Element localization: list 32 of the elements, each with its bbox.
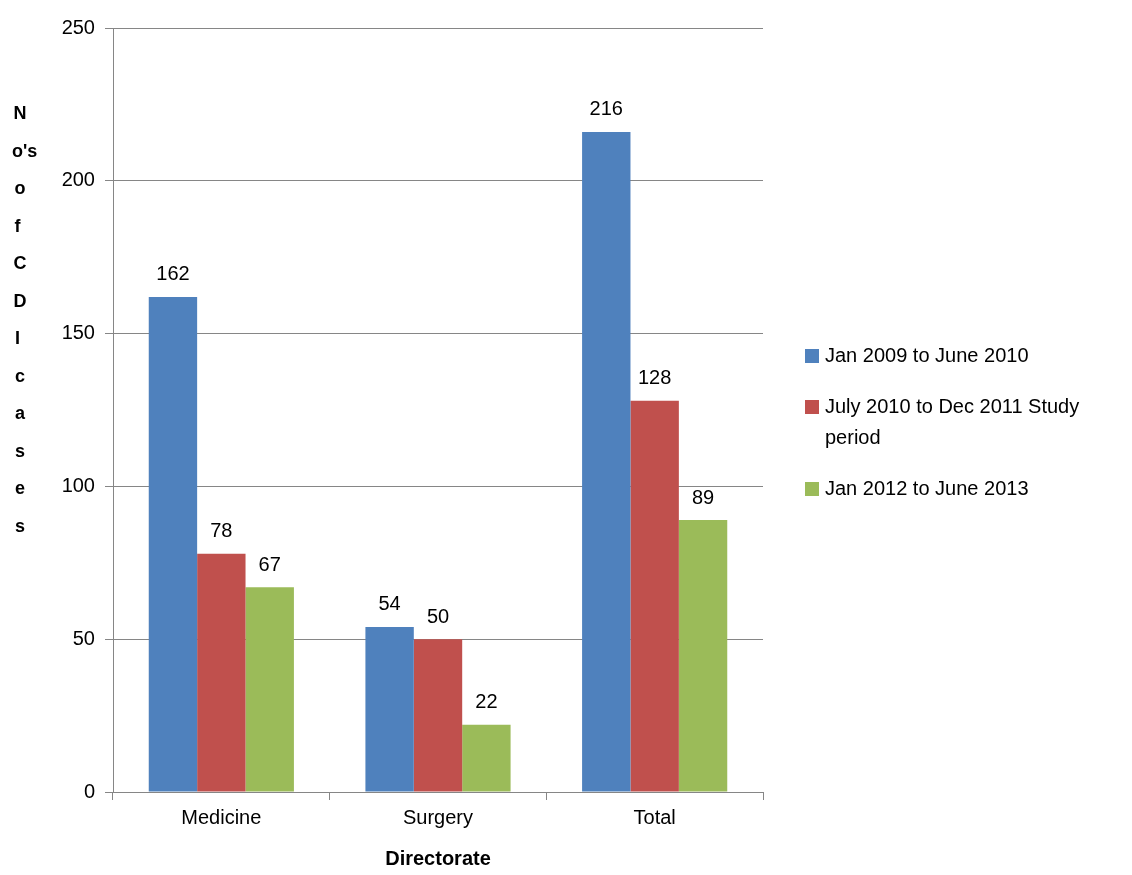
bar	[413, 639, 463, 792]
text: No's of CDI cases	[12, 103, 38, 536]
data-label: 89	[691, 485, 715, 508]
x-tick-label: Medicine	[181, 805, 262, 828]
bar	[197, 553, 246, 792]
bar	[462, 724, 511, 792]
y-tick-label: 200	[61, 168, 95, 191]
data-label: 50	[426, 604, 450, 627]
legend-label: July 2010 to Dec 2011 Study period	[825, 394, 1081, 450]
y-tick-label: 150	[61, 321, 95, 344]
x-tick-label: Surgery	[402, 805, 474, 828]
y-tick-label: 250	[61, 15, 95, 38]
x-axis-title: Directorate	[385, 846, 491, 869]
data-label: 162	[156, 262, 190, 285]
data-label: 54	[378, 592, 401, 615]
bar	[365, 626, 414, 792]
bar	[678, 520, 728, 792]
bar	[245, 587, 294, 792]
bar	[582, 131, 631, 792]
y-tick-label: 0	[83, 779, 95, 802]
data-label: 67	[258, 552, 281, 575]
data-label: 128	[637, 366, 672, 389]
bar	[630, 400, 679, 792]
data-label: 216	[589, 97, 623, 120]
legend-label: Jan 2009 to June 2010	[825, 343, 1030, 368]
y-tick-label: 50	[72, 626, 95, 649]
x-tick-label: Total	[633, 805, 676, 828]
bar	[148, 296, 198, 792]
legend-label: Jan 2012 to June 2013	[825, 476, 1030, 501]
y-tick-label: 100	[61, 473, 95, 496]
data-label: 22	[475, 690, 498, 713]
data-label: 78	[210, 519, 233, 542]
